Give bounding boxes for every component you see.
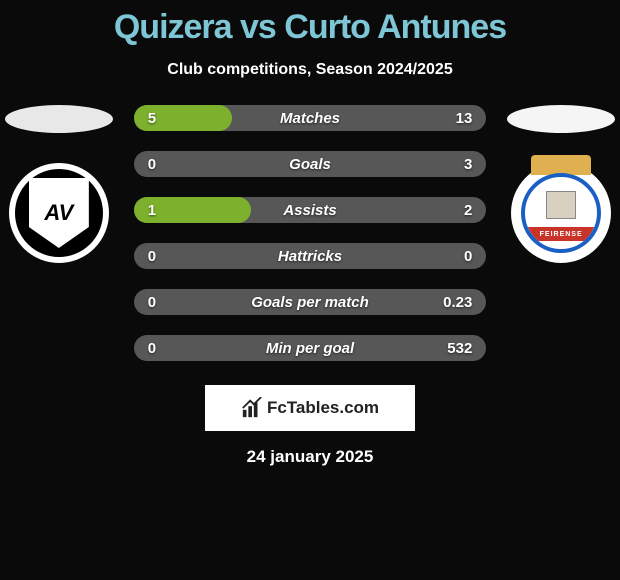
subtitle: Club competitions, Season 2024/2025	[0, 61, 620, 79]
infographic-root: Quizera vs Curto Antunes Club competitio…	[0, 0, 620, 467]
stat-label: Min per goal	[266, 340, 354, 357]
club-badge-left: AV	[9, 163, 109, 263]
stat-bar: 0 Hattricks 0	[134, 243, 487, 269]
bar-labels: 5 Matches 13	[134, 105, 487, 131]
stat-bar: 0 Goals per match 0.23	[134, 289, 487, 315]
club-badge-right-crown	[531, 155, 591, 175]
bar-labels: 0 Goals per match 0.23	[134, 289, 487, 315]
bar-labels: 0 Goals 3	[134, 151, 487, 177]
stat-left-value: 1	[148, 202, 156, 219]
stats-bars: 5 Matches 13 0 Goals 3 1 Assists 2 0 Hattricks 0 0 Go…	[134, 105, 487, 361]
date-text: 24 january 2025	[0, 447, 620, 467]
stat-bar: 0 Goals 3	[134, 151, 487, 177]
stat-left-value: 0	[148, 340, 156, 357]
bar-labels: 0 Min per goal 532	[134, 335, 487, 361]
stat-left-value: 5	[148, 110, 156, 127]
castle-icon	[546, 191, 576, 219]
footer-brand-text: FcTables.com	[267, 398, 379, 418]
stat-right-value: 0	[464, 248, 472, 265]
right-player-column: FEIRENSE	[506, 105, 616, 263]
club-badge-right-body: FEIRENSE	[521, 173, 601, 253]
stat-left-value: 0	[148, 248, 156, 265]
stat-left-value: 0	[148, 294, 156, 311]
player-silhouette-left	[5, 105, 113, 133]
bar-labels: 1 Assists 2	[134, 197, 487, 223]
left-player-column: AV	[4, 105, 114, 263]
player-silhouette-right	[507, 105, 615, 133]
footer-brand-box: FcTables.com	[205, 385, 415, 431]
stat-right-value: 3	[464, 156, 472, 173]
stat-bar: 0 Min per goal 532	[134, 335, 487, 361]
page-title: Quizera vs Curto Antunes	[0, 8, 620, 47]
stat-right-value: 0.23	[443, 294, 472, 311]
chart-icon	[241, 397, 263, 419]
stat-left-value: 0	[148, 156, 156, 173]
stat-right-value: 2	[464, 202, 472, 219]
stat-label: Hattricks	[278, 248, 342, 265]
stat-bar: 5 Matches 13	[134, 105, 487, 131]
stat-label: Assists	[283, 202, 336, 219]
stat-label: Goals	[289, 156, 331, 173]
club-badge-left-shield: AV	[29, 178, 89, 248]
club-badge-right-label: FEIRENSE	[525, 227, 597, 241]
club-badge-right: FEIRENSE	[511, 163, 611, 263]
bar-labels: 0 Hattricks 0	[134, 243, 487, 269]
stat-bar: 1 Assists 2	[134, 197, 487, 223]
stat-label: Matches	[280, 110, 340, 127]
stat-right-value: 532	[447, 340, 472, 357]
stat-right-value: 13	[456, 110, 473, 127]
stat-label: Goals per match	[251, 294, 369, 311]
content-row: AV 5Matches130Goals31Assists20Hattricks0…	[0, 105, 620, 361]
